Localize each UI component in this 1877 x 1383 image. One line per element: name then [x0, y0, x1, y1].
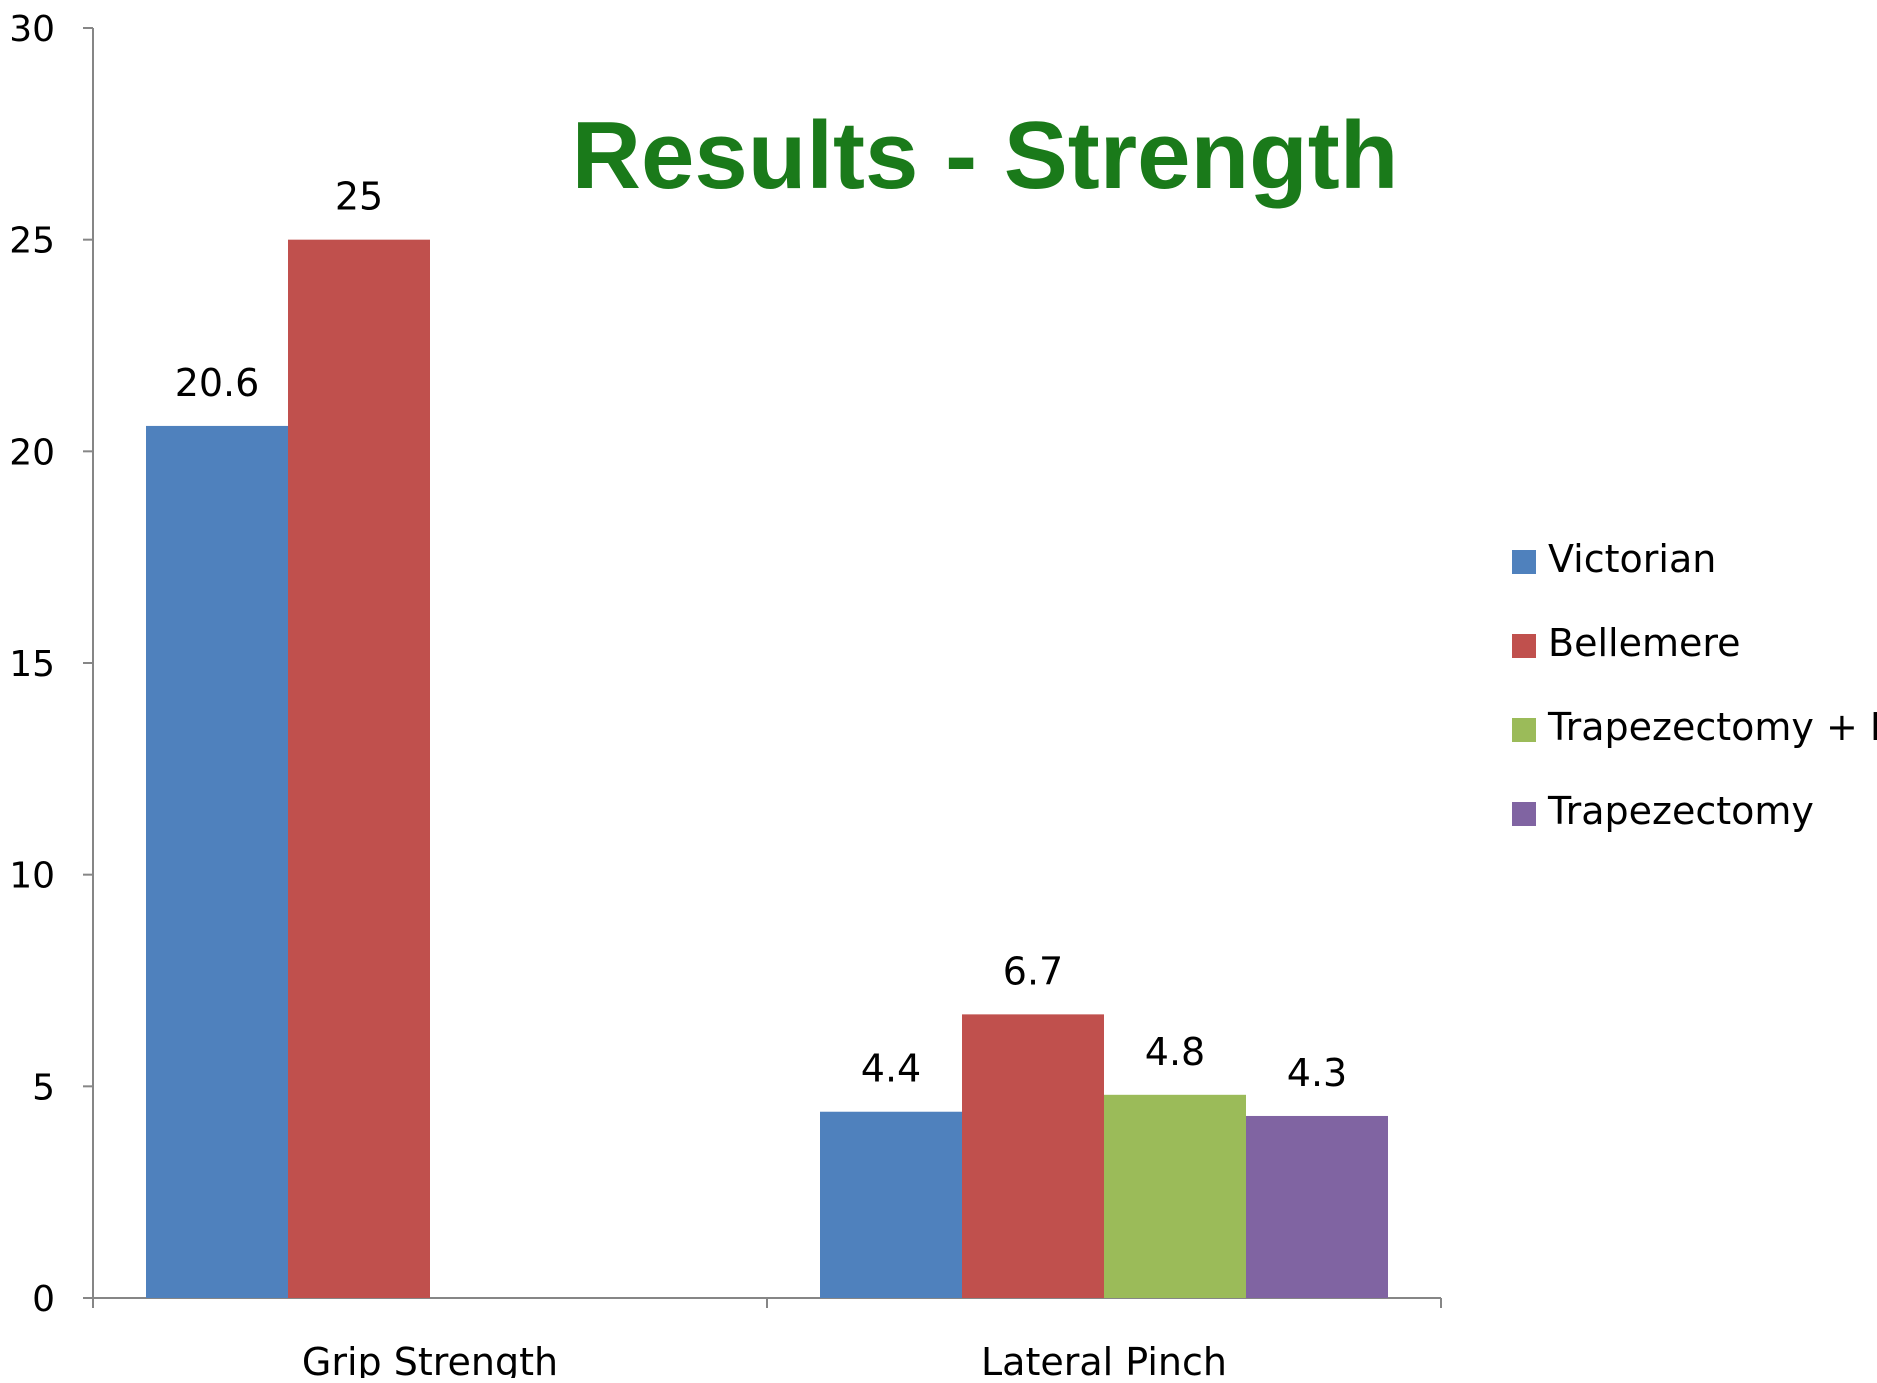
bar-victorian	[820, 1111, 962, 1298]
y-tick-label: 15	[9, 644, 55, 685]
legend-swatch	[1512, 802, 1536, 826]
x-tick-label: Lateral Pinch	[981, 1340, 1227, 1378]
data-label: 4.4	[861, 1047, 921, 1091]
y-tick-label: 20	[9, 432, 55, 473]
bar-victorian	[146, 425, 288, 1298]
legend-swatch	[1512, 718, 1536, 742]
legend-swatch	[1512, 634, 1536, 658]
legend-label: Trapezectomy + IA	[1547, 705, 1877, 749]
legend-swatch	[1512, 550, 1536, 574]
data-label: 25	[335, 175, 383, 219]
bar-bellemere	[288, 239, 430, 1299]
y-tick-label: 10	[9, 856, 55, 897]
data-label: 6.7	[1003, 949, 1063, 993]
y-tick-label: 25	[9, 221, 55, 262]
legend-label: Victorian	[1548, 537, 1716, 581]
bar-trapezectomy-ia	[1104, 1094, 1246, 1298]
legend-label: Trapezectomy	[1547, 789, 1814, 833]
legend: Victorian Bellemere Trapezectomy + IA Trape…	[1512, 537, 1877, 833]
bar-bellemere	[962, 1014, 1104, 1298]
bar-trapezectomy	[1246, 1115, 1388, 1298]
data-label: 4.8	[1145, 1030, 1205, 1074]
legend-label: Bellemere	[1548, 621, 1741, 665]
chart-title: Results - Strength	[572, 102, 1399, 209]
axes: 0 5 10 15 20 25 30 Grip Strength Lateral Pinch	[9, 9, 1442, 1383]
y-tick-label: 30	[9, 9, 55, 50]
x-tick-label: Grip Strength	[302, 1340, 558, 1378]
y-tick-label: 5	[32, 1067, 55, 1108]
data-label: 4.3	[1287, 1051, 1347, 1095]
data-labels: 20.6 25 4.4 6.7 4.8 4.3	[175, 175, 1348, 1095]
y-tick-label: 0	[32, 1279, 55, 1320]
bars	[146, 239, 1388, 1299]
data-label: 20.6	[175, 361, 260, 405]
